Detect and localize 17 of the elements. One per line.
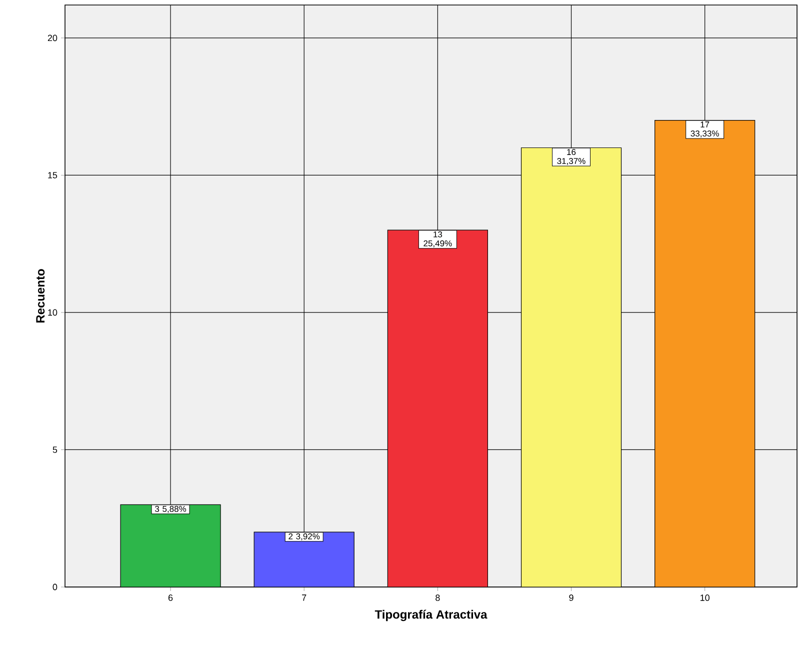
data-label: 17 33,33% (690, 122, 719, 138)
data-label: 3 5,88% (155, 506, 186, 513)
y-tick-label: 10 (48, 309, 58, 316)
y-tick-label: 20 (48, 34, 58, 42)
x-axis-title: Tipografía Atractiva (374, 610, 488, 622)
x-tick-label: 8 (436, 594, 440, 601)
data-label: 13 25,49% (424, 231, 452, 248)
data-label: 2 3,92% (288, 533, 320, 540)
data-label: 16 31,37% (557, 149, 586, 166)
y-tick-label: 0 (52, 584, 58, 590)
y-axis-title: Recuento (36, 269, 45, 323)
x-tick-label: 9 (569, 594, 574, 601)
y-tick-label: 15 (48, 172, 58, 178)
x-tick-label: 6 (168, 594, 173, 601)
x-tick-label: 10 (700, 594, 710, 601)
x-tick-label: 7 (302, 594, 306, 601)
y-tick-label: 5 (52, 446, 58, 453)
